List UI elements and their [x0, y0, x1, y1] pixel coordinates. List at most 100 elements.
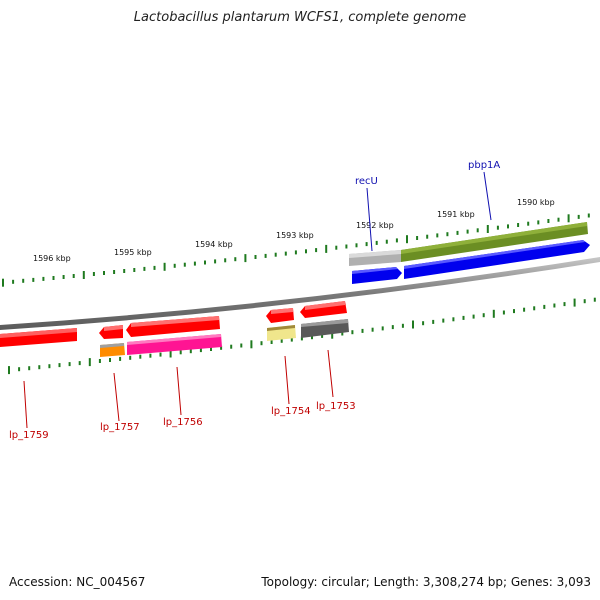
lower-row-minor-tick [311, 335, 313, 340]
lower-row-minor-tick [452, 317, 455, 322]
lower-row-minor-tick [58, 363, 61, 368]
upper-row-minor-tick [375, 240, 378, 245]
lower-row-minor-tick [593, 297, 596, 302]
upper-row-minor-tick [507, 224, 509, 229]
tick-label-1593: 1593 kbp [276, 231, 314, 240]
genome-backbone [0, 257, 600, 330]
upper-row-minor-tick [22, 278, 25, 283]
upper-row-minor-tick [345, 244, 348, 249]
lower-row-minor-tick [129, 355, 132, 360]
lower-row-minor-tick [18, 367, 21, 372]
tick-label-1596: 1596 kbp [33, 254, 71, 263]
upper-row-minor-tick [143, 266, 146, 271]
upper-row-minor-tick [284, 251, 287, 256]
upper-row-minor-tick [547, 219, 550, 223]
lower-row-minor-tick [361, 328, 364, 333]
upper-row-minor-tick [436, 233, 439, 238]
gene-lp_1753[interactable] [300, 301, 347, 318]
lower-row-minor-tick [472, 314, 475, 319]
gene-lp_1754[interactable] [266, 308, 294, 323]
upper-row-minor-tick [254, 255, 257, 259]
lower-row-minor-tick [482, 313, 485, 318]
upper-row-minor-tick [92, 272, 95, 276]
upper-row-minor-tick [557, 217, 560, 222]
lower-row-major-tick [169, 349, 172, 358]
gene-lp_1756-inner[interactable] [127, 334, 222, 355]
upper-row-minor-tick [517, 223, 520, 227]
lower-row-minor-tick [78, 361, 81, 366]
upper-row-minor-tick [62, 275, 65, 279]
lower-row-minor-tick [563, 302, 566, 307]
label-pbp1A: pbp1A [468, 160, 500, 171]
lower-row-minor-tick [442, 318, 445, 323]
upper-row-minor-tick [456, 230, 459, 235]
gene-lp_1754-inner[interactable] [267, 325, 296, 341]
upper-row-minor-tick [264, 253, 267, 258]
gene-pbp1A-outer[interactable] [401, 222, 588, 262]
map-title: Lactobacillus plantarum WCFS1, complete … [133, 10, 467, 25]
lower-row-major-tick [331, 330, 334, 339]
upper-row-minor-tick [527, 221, 530, 226]
upper-row-minor-tick [42, 276, 45, 281]
upper-row-major-tick [486, 225, 489, 233]
gene-pbp1A[interactable] [404, 240, 590, 279]
upper-row-minor-tick [224, 258, 227, 263]
upper-row-minor-tick [274, 252, 277, 257]
upper-row-minor-tick [355, 243, 358, 248]
upper-row-minor-tick [537, 220, 540, 225]
lower-row-minor-tick [48, 364, 51, 369]
leader-lp_1757 [113, 372, 120, 422]
gene-lp_1757[interactable] [99, 325, 123, 339]
lower-row-minor-tick [189, 349, 192, 354]
upper-row-minor-tick [32, 277, 35, 282]
leader-pbp1A [483, 171, 492, 221]
lower-row-major-tick [8, 366, 10, 375]
upper-row-minor-tick [335, 245, 338, 250]
lower-row-minor-tick [68, 362, 71, 367]
upper-row-minor-tick [214, 259, 217, 264]
gene-recU-outer[interactable] [349, 250, 401, 266]
upper-row-major-tick [82, 271, 85, 279]
lower-row-minor-tick [523, 307, 526, 312]
lower-row-minor-tick [179, 350, 182, 355]
genome-summary-text: Topology: circular; Length: 3,308,274 bp… [261, 575, 591, 589]
label-lp_1754: lp_1754 [271, 406, 311, 417]
lower-row-minor-tick [109, 358, 111, 362]
lower-row-minor-tick [553, 303, 556, 308]
label-lp_1753: lp_1753 [316, 401, 356, 412]
upper-tick-row [2, 213, 590, 287]
leader-lp_1759 [23, 380, 28, 429]
upper-row-major-tick [163, 262, 166, 271]
lower-row-minor-tick [139, 354, 142, 359]
gene-recU[interactable] [352, 267, 402, 284]
upper-row-minor-tick [315, 248, 318, 253]
leader-lp_1753 [327, 349, 334, 398]
leader-lp_1756 [176, 366, 182, 416]
lower-row-minor-tick [98, 359, 101, 363]
lower-row-minor-tick [119, 356, 122, 361]
upper-row-minor-tick [426, 234, 429, 239]
gene-lp_1757-inner[interactable] [100, 343, 125, 357]
accession-text: Accession: NC_004567 [9, 575, 146, 589]
upper-row-major-tick [406, 235, 408, 244]
lower-row-minor-tick [321, 333, 324, 338]
lower-row-minor-tick [149, 353, 152, 358]
upper-row-minor-tick [416, 236, 419, 240]
lower-row-minor-tick [280, 338, 283, 343]
upper-row-major-tick [2, 278, 4, 287]
upper-row-minor-tick [365, 242, 368, 247]
label-lp_1756: lp_1756 [163, 417, 203, 428]
lower-row-minor-tick [28, 366, 31, 371]
upper-row-major-tick [325, 244, 328, 253]
lower-row-minor-tick [462, 315, 465, 320]
upper-row-minor-tick [446, 232, 449, 237]
gene-lp_1759[interactable] [0, 328, 77, 347]
lower-tick-row [8, 297, 596, 375]
gene-lp_1753-inner[interactable] [301, 319, 349, 338]
lower-row-minor-tick [240, 343, 243, 348]
upper-row-minor-tick [577, 214, 580, 219]
lower-row-minor-tick [422, 321, 425, 326]
lower-row-minor-tick [533, 306, 536, 311]
upper-row-minor-tick [496, 225, 499, 230]
gene-lp_1756[interactable] [126, 316, 220, 337]
